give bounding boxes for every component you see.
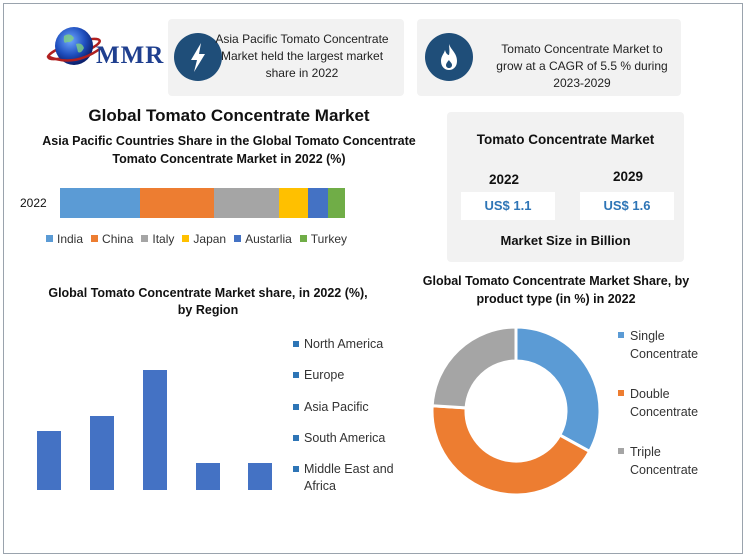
region-bar-europe — [90, 416, 114, 490]
legend-swatch — [618, 390, 624, 396]
region-legend-item: North America — [293, 336, 418, 372]
flame-icon — [425, 33, 473, 81]
legend-swatch — [293, 466, 299, 472]
region-legend-label: Asia Pacific — [304, 400, 369, 414]
globe-icon — [46, 27, 102, 65]
legend-swatch — [618, 448, 624, 454]
stacked-chart-legend: India China Italy Japan Austarlia Turkey — [46, 232, 355, 246]
region-legend-label: South America — [304, 431, 386, 445]
region-chart-title: Global Tomato Concentrate Market share, … — [48, 286, 368, 317]
legend-label: Turkey — [310, 232, 348, 246]
legend-item-austarlia: Austarlia — [234, 232, 292, 246]
stacked-chart-title: Asia Pacific Countries Share in the Glob… — [42, 134, 416, 166]
region-legend-label: North America — [304, 337, 384, 351]
legend-swatch — [618, 332, 624, 338]
donut-legend-label: Triple Concentrate — [630, 445, 699, 477]
donut-legend-item: Single Concentrate — [618, 327, 733, 363]
market-size-value-2022: US$ 1.1 — [461, 192, 555, 220]
legend-swatch — [46, 235, 53, 242]
stacked-segment-china — [139, 188, 214, 218]
product-type-donut-chart — [430, 325, 602, 497]
legend-swatch — [293, 372, 299, 378]
legend-label: Italy — [152, 232, 175, 246]
legend-item-japan: Japan — [182, 232, 226, 246]
legend-label: China — [102, 232, 134, 246]
donut-slice-single-concentrate — [514, 325, 602, 454]
infographic-frame — [3, 3, 743, 554]
market-size-title: Tomato Concentrate Market — [476, 132, 655, 147]
legend-item-italy: Italy — [141, 232, 174, 246]
legend-label: Japan — [193, 232, 227, 246]
region-bar-south-america — [196, 463, 220, 490]
legend-swatch — [234, 235, 242, 242]
lightning-icon — [174, 33, 222, 81]
market-size-year-2029: 2029 — [613, 169, 644, 184]
legend-item-turkey: Turkey — [299, 232, 348, 246]
market-size-box: Tomato Concentrate Market 2022 2029 US$ … — [447, 112, 684, 262]
info-text-cagr: Tomato Concentrate Market to grow at a C… — [496, 42, 668, 90]
legend-item-india: India — [46, 232, 83, 246]
legend-item-china: China — [91, 232, 133, 246]
market-size-year-2022: 2022 — [489, 172, 520, 187]
legend-swatch — [182, 235, 190, 242]
stacked-segment-japan — [279, 188, 308, 218]
donut-slice-triple-concentrate — [430, 325, 518, 410]
market-size-footer: Market Size in Billion — [500, 233, 631, 248]
region-legend-item: Asia Pacific — [293, 399, 418, 435]
region-legend-item: Europe — [293, 367, 418, 403]
mmr-logo — [44, 22, 174, 76]
legend-label: India — [57, 232, 84, 246]
donut-slice-double-concentrate — [430, 404, 592, 497]
donut-legend-item: Double Concentrate — [618, 385, 733, 421]
legend-swatch — [293, 435, 299, 441]
donut-legend-item: Triple Concentrate — [618, 443, 733, 479]
legend-swatch — [91, 235, 99, 242]
region-bar-north-america — [37, 431, 61, 490]
region-legend-item: Middle East and Africa — [293, 461, 418, 497]
donut-legend-label: Single Concentrate — [630, 329, 699, 361]
market-size-value-2029: US$ 1.6 — [580, 192, 674, 220]
legend-swatch — [293, 404, 299, 410]
info-box-largest-share: Asia Pacific Tomato Concentrate Market h… — [168, 19, 404, 96]
legend-label: Austarlia — [245, 232, 292, 246]
legend-swatch — [299, 235, 307, 242]
logo-text: MMR — [96, 42, 165, 69]
info-box-cagr: Tomato Concentrate Market to grow at a C… — [417, 19, 681, 96]
region-legend-label: Middle East and Africa — [304, 462, 394, 493]
stacked-category-label: 2022 — [20, 196, 47, 210]
region-bar-middle-east-and-africa — [248, 463, 272, 490]
region-legend-label: Europe — [304, 368, 345, 382]
page-title: Global Tomato Concentrate Market — [88, 106, 370, 125]
legend-swatch — [293, 341, 299, 347]
donut-chart-title: Global Tomato Concentrate Market Share, … — [422, 274, 690, 306]
stacked-segment-austarlia — [307, 188, 328, 218]
region-bar-asia-pacific — [143, 369, 167, 490]
region-legend-item: South America — [293, 430, 418, 466]
stacked-segment-italy — [213, 188, 280, 218]
donut-legend-label: Double Concentrate — [630, 387, 699, 419]
stacked-segment-india — [60, 188, 140, 218]
stacked-segment-turkey — [327, 188, 345, 218]
legend-swatch — [141, 235, 149, 242]
info-text-largest-share: Asia Pacific Tomato Concentrate Market h… — [215, 32, 389, 80]
